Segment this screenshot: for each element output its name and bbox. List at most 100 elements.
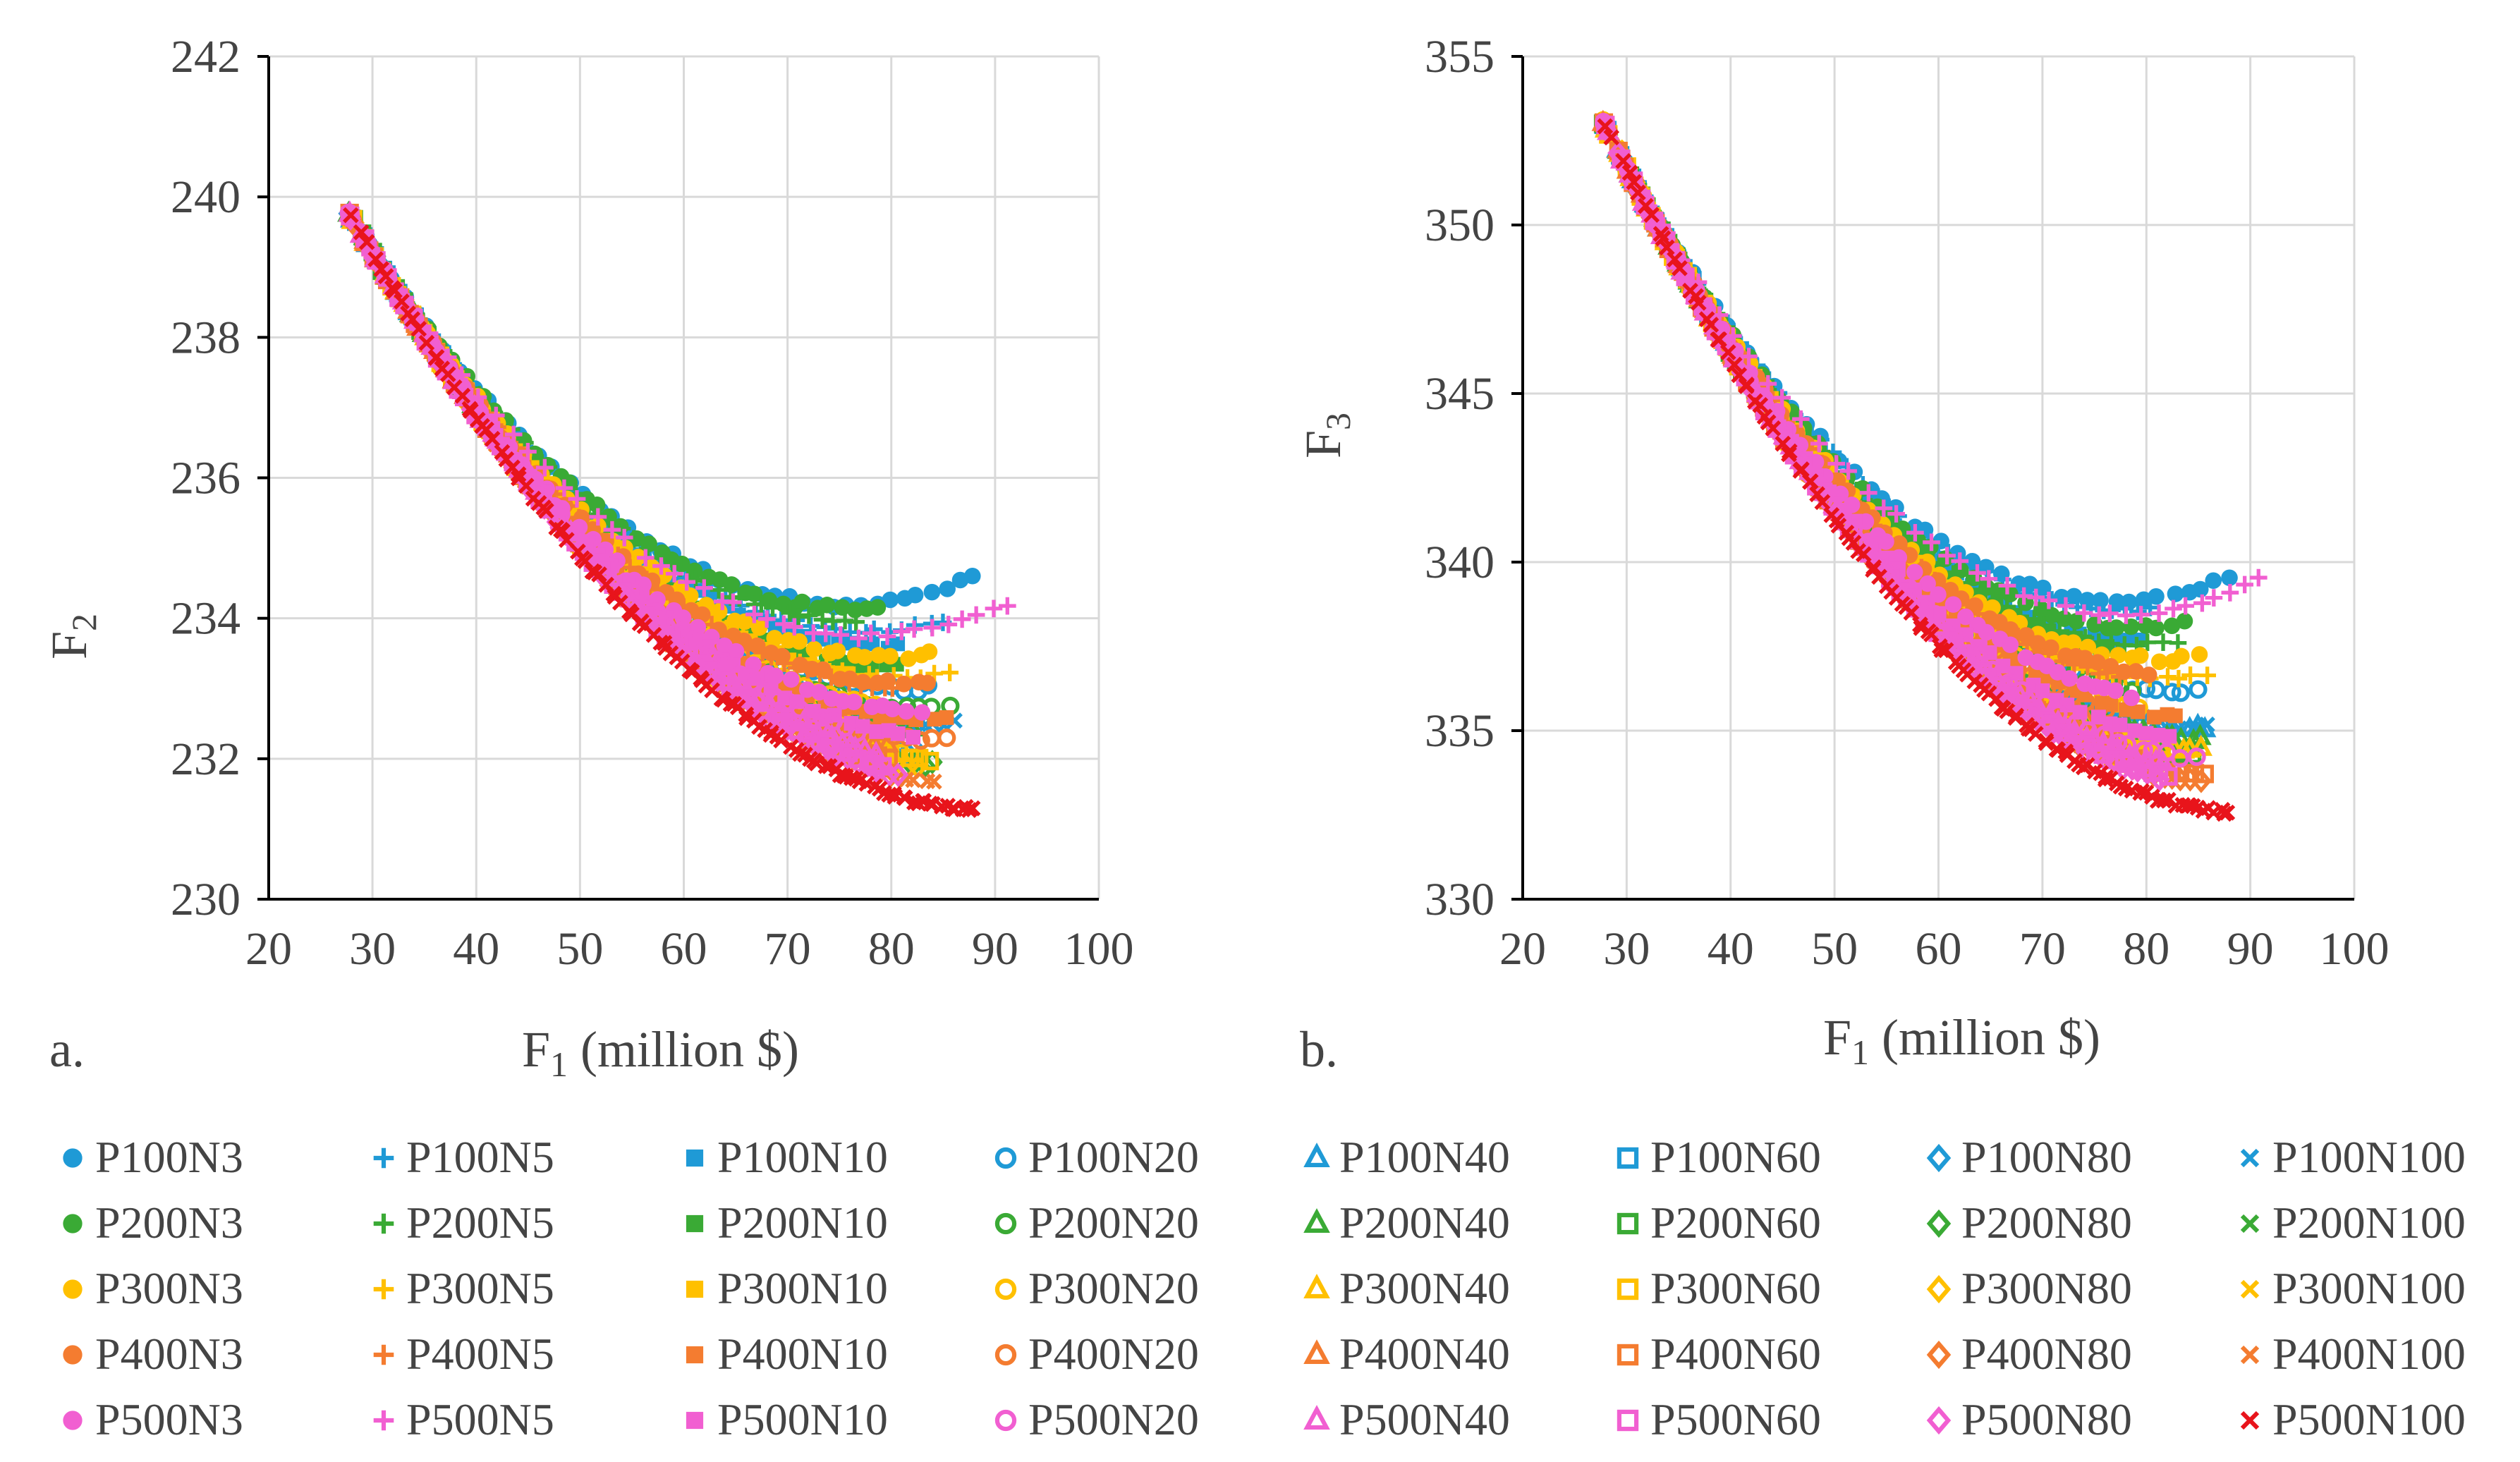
data-point [2136,760,2158,786]
data-point [832,626,850,644]
data-point [818,597,836,614]
legend-label: P500N80 [1961,1394,2132,1444]
data-point [2150,653,2168,671]
data-point [2075,739,2097,764]
data-point [2121,756,2143,781]
legend-marker [63,1345,83,1365]
data-point [2092,592,2109,609]
data-point [1607,140,1629,166]
data-point [687,570,705,588]
data-point [2219,804,2236,821]
data-point [906,586,924,604]
data-point [862,624,880,642]
data-point [884,700,901,718]
data-point [1643,207,1660,224]
ticks-a: 20 30 40 50 60 70 80 90 100 230 232 234 236 238 240 242 [171,31,1134,975]
data-point [2002,636,2019,654]
data-point [2189,734,2212,756]
data-point [2065,655,2083,674]
data-point [1919,575,1936,592]
data-point [1809,486,1825,503]
data-point [2177,597,2195,615]
data-point [773,732,789,749]
data-point [707,667,729,693]
data-point [386,282,403,299]
data-point [913,704,931,721]
data-point [2221,569,2238,587]
data-point [2148,767,2170,792]
data-point [2059,698,2075,713]
data-point [892,623,911,640]
x-tick-label: 40 [1708,923,1754,975]
data-point [2141,599,2159,616]
legend-label: P300N10 [717,1263,888,1313]
x-tick-label: 60 [1916,923,1962,975]
data-point [2167,585,2184,602]
legend-marker [1617,1409,1639,1432]
legend-marker [994,1212,1017,1235]
data-point [1906,564,1923,580]
data-point [636,549,655,567]
data-point [805,640,823,658]
legend-marker [686,1411,704,1430]
data-point [2193,594,2211,612]
legend-label: P300N80 [1961,1263,2132,1313]
data-point [878,627,896,645]
data-point [2173,647,2190,665]
data-point [1667,251,1683,268]
legend-label: P400N40 [1339,1329,1510,1379]
data-point [1615,152,1631,169]
y-tick-label: 330 [1425,874,1495,925]
data-point [1759,374,1777,393]
data-point [2013,695,2035,721]
data-point [2191,646,2208,663]
data-point [2140,666,2157,683]
data-point [2236,575,2253,594]
data-point [1794,461,1810,477]
legend-label: P300N5 [406,1263,554,1313]
x-tick-label: 20 [245,923,292,975]
legend-label: P200N10 [717,1198,888,1248]
legend-marker [1926,1406,1952,1435]
data-point [939,580,956,597]
legend-marker [1303,1405,1330,1430]
data-point [793,593,810,611]
data-point [615,528,633,547]
data-point [905,772,921,788]
data-point [883,679,901,697]
data-point [964,567,981,585]
data-point [2150,604,2168,622]
data-point [2132,606,2150,623]
data-point [2040,591,2058,609]
legend-label: P500N10 [717,1394,888,1444]
y-tick-label: 232 [171,733,241,785]
data-point [822,668,840,686]
data-point [678,573,695,591]
data-point [2155,792,2172,809]
data-point [2127,663,2145,680]
data-point [589,508,607,526]
data-point [504,425,523,444]
data-point [2170,748,2190,768]
data-point [868,757,890,782]
data-point [724,593,742,611]
data-point [510,466,527,482]
data-point [1887,505,1905,523]
y-tick-label: 238 [171,312,241,363]
data-point [1690,294,1707,311]
legend-marker [63,1214,83,1233]
panel-label-b: b. [1300,1021,1338,1078]
data-point [2221,583,2239,602]
y-tick-label: 240 [171,171,241,223]
legend-label: P100N3 [95,1132,243,1182]
data-point [1890,549,1908,566]
data-point [591,566,607,583]
data-point [2146,709,2162,725]
legend-marker [373,1147,394,1169]
data-point [2026,707,2047,732]
data-point [2107,682,2124,700]
legend-label: P200N20 [1028,1198,1199,1248]
ticks-b: 20 30 40 50 60 70 80 90 100 330 335 340 345 350 355 [1425,31,2390,975]
data-point [518,477,535,494]
data-point [478,421,494,438]
